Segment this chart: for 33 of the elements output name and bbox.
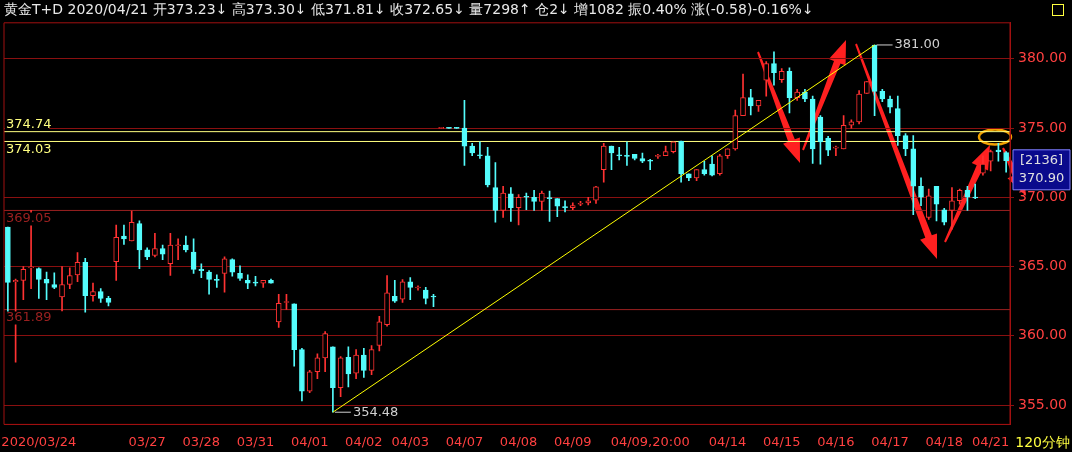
- y-tick-label: 370.00: [1018, 187, 1067, 204]
- x-tick-label: 04/17: [871, 433, 909, 449]
- text: 370.90: [1018, 170, 1065, 186]
- ref-line-label: 369.05: [6, 210, 52, 226]
- annotation: 354.48: [352, 403, 399, 419]
- x-tick-label: 04/21: [971, 433, 1010, 449]
- x-tick-label: 04/03: [391, 433, 429, 449]
- x-tick-label: 04/16: [817, 433, 855, 449]
- x-tick-label: 04/01: [290, 433, 329, 449]
- x-tick-label: 04/14: [708, 433, 747, 449]
- x-tick-label: 04/09: [554, 433, 592, 449]
- y-tick-label: 360.00: [1018, 326, 1067, 343]
- text: 120分钟: [1015, 433, 1070, 450]
- x-tick-label: 04/07: [445, 433, 484, 449]
- annotation: 381.00: [894, 36, 941, 52]
- x-tick-label: 04/18: [925, 433, 963, 449]
- x-tick-label: 04/08: [499, 433, 538, 449]
- x-tick-label: 2020/03/24: [1, 433, 77, 449]
- text: [2136]: [1019, 152, 1064, 168]
- ref-line-label: 374.03: [6, 141, 52, 157]
- x-tick-label: 04/09,20:00: [610, 433, 690, 449]
- x-tick-label: 03/27: [128, 433, 166, 449]
- x-tick-label: 04/15: [762, 433, 801, 449]
- x-tick-label: 03/31: [236, 433, 275, 449]
- ref-line-label: 374.74: [6, 115, 52, 131]
- y-tick-label: 375.00: [1018, 118, 1067, 135]
- y-tick-label: 355.00: [1018, 395, 1067, 412]
- ref-line-label: 361.89: [6, 309, 52, 325]
- chart-title: 黄金T+D 2020/04/21 开373.23↓ 高373.30↓ 低371.81↓ 收372.65↓ 量7298↑ 仓2↓ 增1082 振0.40% 涨(-0.58)-0.16%↓: [4, 1, 814, 18]
- x-tick-label: 03/28: [182, 433, 221, 449]
- y-tick-label: 380.00: [1018, 49, 1067, 66]
- y-tick-label: 365.00: [1018, 257, 1067, 274]
- x-tick-label: 04/02: [345, 433, 383, 449]
